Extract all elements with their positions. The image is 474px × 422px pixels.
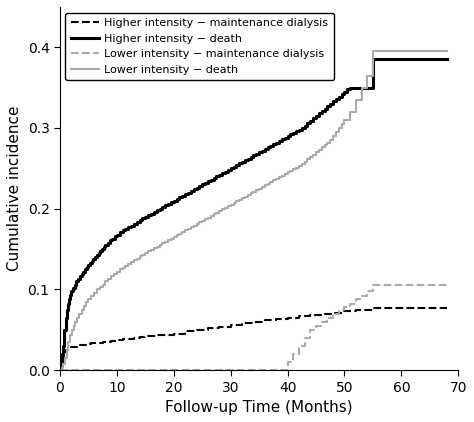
Legend: Higher intensity − maintenance dialysis, Higher intensity − death, Lower intensi: Higher intensity − maintenance dialysis,…	[65, 13, 334, 80]
Lower intensity − maintenance dialysis	[359, 293, 365, 298]
Lower intensity − death	[444, 49, 450, 54]
Lower intensity − maintenance dialysis	[302, 335, 308, 340]
Line: Lower intensity − maintenance dialysis: Lower intensity − maintenance dialysis	[60, 285, 447, 370]
Lower intensity − maintenance dialysis	[319, 319, 325, 324]
Lower intensity − maintenance dialysis	[427, 283, 433, 288]
Higher intensity − maintenance dialysis	[125, 336, 131, 341]
Higher intensity − death	[370, 57, 376, 62]
Higher intensity − maintenance dialysis	[57, 368, 63, 373]
Higher intensity − death	[347, 85, 353, 90]
Lower intensity − maintenance dialysis	[347, 301, 353, 306]
Lower intensity − maintenance dialysis	[399, 283, 404, 288]
Lower intensity − death	[251, 189, 256, 194]
Higher intensity − maintenance dialysis	[370, 306, 376, 311]
Higher intensity − maintenance dialysis	[444, 306, 450, 311]
Lower intensity − maintenance dialysis	[228, 368, 234, 373]
Lower intensity − death	[288, 168, 293, 173]
Line: Higher intensity − maintenance dialysis: Higher intensity − maintenance dialysis	[60, 308, 447, 370]
Lower intensity − maintenance dialysis	[296, 344, 302, 349]
Lower intensity − maintenance dialysis	[279, 368, 285, 373]
Lower intensity − maintenance dialysis	[444, 283, 450, 288]
Lower intensity − maintenance dialysis	[330, 311, 336, 316]
Higher intensity − maintenance dialysis	[194, 327, 200, 332]
Lower intensity − maintenance dialysis	[171, 368, 177, 373]
Lower intensity − maintenance dialysis	[313, 323, 319, 328]
Lower intensity − death	[134, 256, 139, 261]
Higher intensity − maintenance dialysis	[65, 346, 71, 351]
Lower intensity − maintenance dialysis	[308, 327, 313, 332]
Higher intensity − death	[234, 162, 239, 168]
Y-axis label: Cumulative incidence: Cumulative incidence	[7, 106, 22, 271]
Lower intensity − death	[131, 258, 137, 263]
Higher intensity − death	[333, 96, 339, 101]
Higher intensity − maintenance dialysis	[105, 339, 111, 344]
Lower intensity − maintenance dialysis	[291, 352, 296, 357]
Lower intensity − death	[57, 368, 63, 373]
Lower intensity − maintenance dialysis	[370, 283, 376, 288]
Higher intensity − death	[125, 225, 131, 230]
Higher intensity − death	[444, 57, 450, 62]
Line: Higher intensity − death: Higher intensity − death	[60, 60, 447, 370]
Lower intensity − maintenance dialysis	[200, 368, 205, 373]
Lower intensity − maintenance dialysis	[85, 368, 91, 373]
Higher intensity − maintenance dialysis	[171, 331, 177, 336]
Higher intensity − death	[99, 246, 105, 252]
Lower intensity − death	[81, 303, 87, 308]
Lower intensity − maintenance dialysis	[353, 297, 359, 302]
Higher intensity − death	[202, 180, 208, 185]
Higher intensity − death	[57, 368, 63, 373]
Lower intensity − maintenance dialysis	[268, 368, 273, 373]
X-axis label: Follow-up Time (Months): Follow-up Time (Months)	[165, 400, 353, 415]
Lower intensity − maintenance dialysis	[256, 368, 262, 373]
Lower intensity − maintenance dialysis	[336, 307, 342, 312]
Lower intensity − maintenance dialysis	[365, 289, 370, 294]
Lower intensity − maintenance dialysis	[57, 368, 63, 373]
Line: Lower intensity − death: Lower intensity − death	[60, 51, 447, 370]
Lower intensity − death	[370, 49, 376, 54]
Lower intensity − maintenance dialysis	[114, 368, 119, 373]
Higher intensity − maintenance dialysis	[353, 307, 359, 312]
Lower intensity − maintenance dialysis	[285, 360, 291, 365]
Lower intensity − maintenance dialysis	[342, 305, 347, 310]
Lower intensity − maintenance dialysis	[143, 368, 148, 373]
Lower intensity − maintenance dialysis	[325, 315, 330, 320]
Lower intensity − death	[168, 236, 174, 241]
